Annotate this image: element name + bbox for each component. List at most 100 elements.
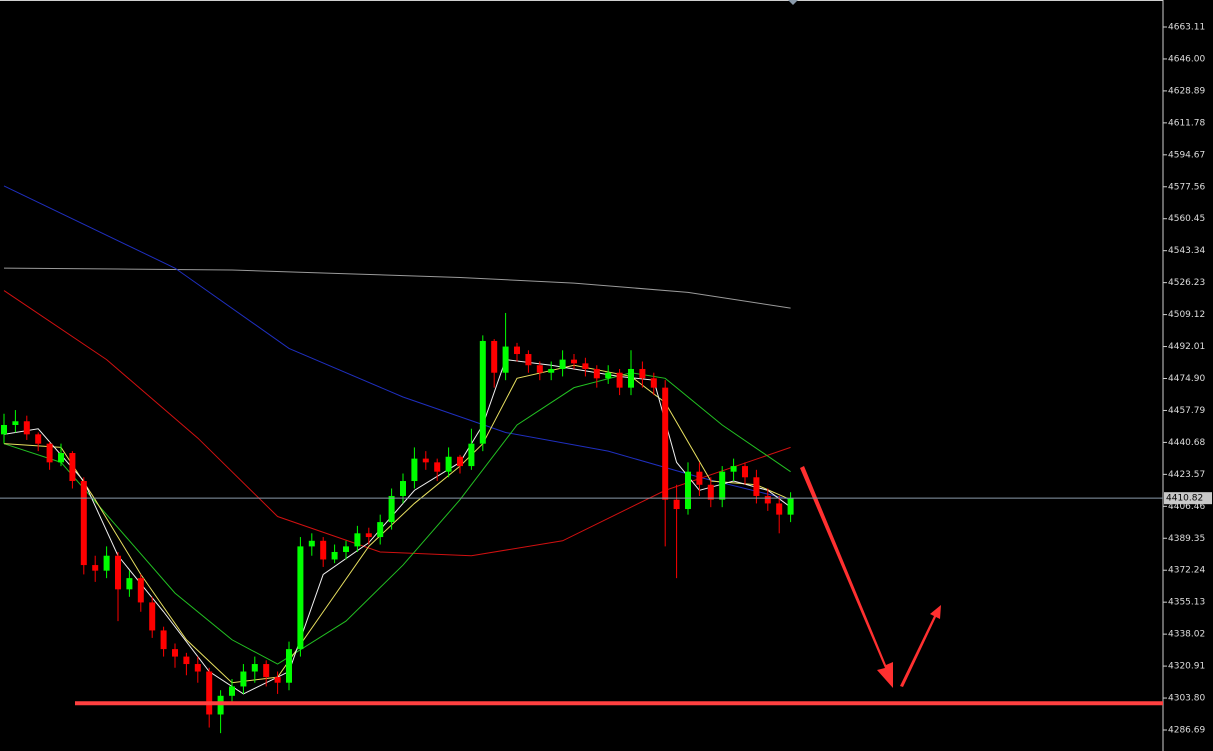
candle-body [149,602,156,631]
candle-body [502,346,509,373]
candle-body [137,578,144,603]
candle-body [240,671,247,687]
candle-body [639,368,646,379]
candle-body [571,359,577,364]
candle-body [286,649,292,683]
candle-body [696,471,703,485]
candle-body [354,533,361,547]
candle-body [400,481,406,496]
candle-body [297,546,304,650]
candle-body [92,565,99,571]
candle-body [479,340,486,444]
candle-body [434,462,441,472]
y-tick-label: 4372.24 [1168,566,1205,576]
candle-body [593,368,600,379]
shift-marker [788,0,798,5]
y-tick-label: 4594.67 [1168,150,1205,160]
current-price-label: 4410.82 [1166,494,1203,504]
candle-body [103,555,110,571]
candle-body [457,456,463,467]
candle-body [23,421,30,435]
candle-body [514,346,520,355]
candle-body [616,372,623,388]
candle-body [536,365,543,373]
candle-body [662,387,669,500]
current-price-box [1164,492,1212,505]
y-tick-label: 4355.13 [1168,598,1205,608]
candle-body [58,453,64,463]
y-tick-label: 4286.69 [1168,725,1205,735]
candle-body [548,368,555,373]
y-tick-label: 4440.68 [1168,438,1205,448]
candle-body [12,421,19,425]
y-tick-label: 4663.11 [1168,23,1205,33]
moving-average [3,267,791,309]
candle-body [80,481,87,566]
candle-body [126,578,133,590]
candle-body [343,546,349,552]
candle-body [411,458,418,482]
candle-body [172,649,178,657]
candle-body [468,443,475,467]
y-tick-label: 4526.23 [1168,278,1205,288]
candle-body [160,630,167,650]
candle-body [115,555,121,590]
candle-body [69,453,76,482]
candle-body [764,495,771,504]
candle-body [582,363,589,369]
candle-body [422,458,429,463]
y-tick-label: 4389.35 [1168,534,1205,544]
y-tick-label: 4320.91 [1168,662,1205,672]
y-tick-label: 4303.80 [1168,694,1205,704]
candle-body [274,677,281,683]
candle-body [491,340,498,373]
candle-body [194,664,201,672]
y-tick-label: 4457.79 [1168,406,1205,416]
candle-body [46,443,53,463]
candle-body [753,477,760,496]
y-tick-label: 4492.01 [1168,342,1205,352]
candle-body [787,498,794,515]
candle-body [1,424,7,435]
candle-body [685,471,691,510]
moving-average [3,372,791,665]
y-tick-label: 4628.89 [1168,86,1205,96]
moving-average [3,359,791,695]
candle-body [707,484,714,500]
candle-body [183,656,190,665]
candle-body [742,466,748,478]
y-tick-label: 4611.78 [1168,118,1205,128]
up-arrow [900,605,941,687]
y-tick-label: 4338.02 [1168,630,1205,640]
candle-body [35,434,42,444]
y-tick-label: 4423.57 [1168,470,1205,480]
y-tick-label: 4646.00 [1168,54,1205,64]
candle-body [308,540,315,547]
y-tick-label: 4543.34 [1168,246,1205,256]
candle-body [206,671,213,715]
candle-body [628,368,634,388]
moving-average [3,364,791,684]
moving-average [3,290,791,557]
candle-body [445,456,452,472]
candle-body [251,664,258,672]
candle-body [320,540,327,560]
forecast-arrows [800,466,941,688]
candle-body [263,664,270,678]
moving-average [3,185,791,501]
candle-body [776,503,783,515]
down-arrow [800,466,893,688]
candle-body [365,533,372,538]
y-tick-label: 4509.12 [1168,310,1205,320]
candle-body [559,359,566,369]
candle-body [525,354,532,366]
candle-body [388,495,395,523]
y-tick-label: 4577.56 [1168,182,1205,192]
y-tick-label: 4474.90 [1168,374,1205,384]
candle-body [650,378,657,388]
y-tick-label: 4560.45 [1168,214,1205,224]
plot [1,185,794,734]
candle-body [229,686,235,696]
